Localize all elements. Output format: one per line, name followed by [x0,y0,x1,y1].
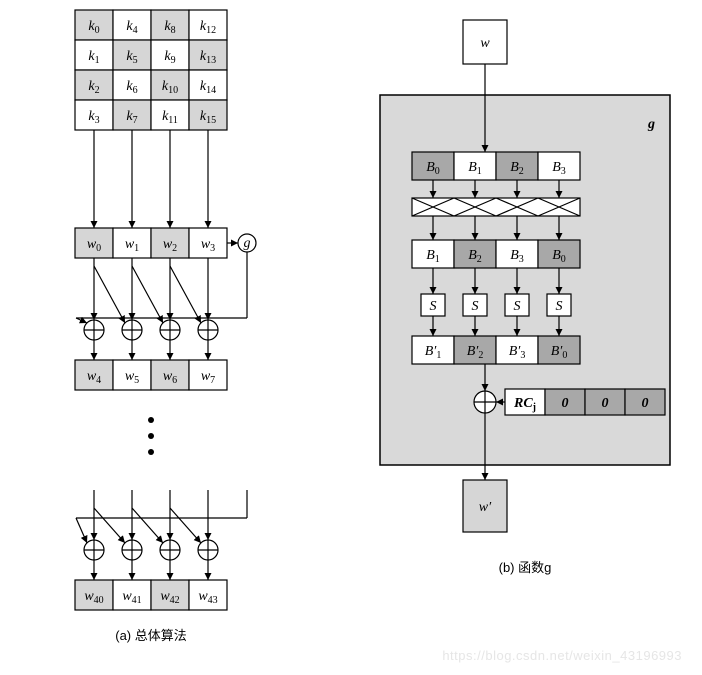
caption-a: (a) 总体算法 [115,628,187,643]
svg-text:0: 0 [562,396,569,411]
svg-text:0: 0 [602,396,609,411]
caption-b: (b) 函数g [499,560,552,575]
svg-text:g: g [244,236,251,251]
svg-text:S: S [556,299,563,314]
ellipsis-dot [148,449,154,455]
svg-text:S: S [430,299,437,314]
svg-text:RCj: RCj [513,396,536,413]
ellipsis-dot [148,417,154,423]
svg-text:S: S [472,299,479,314]
svg-text:S: S [514,299,521,314]
shuffle-box [412,198,580,216]
g-panel-label: g [647,117,655,132]
svg-text:0: 0 [642,396,649,411]
diagram-canvas: k0k4k8k12k1k5k9k13k2k6k10k14k3k7k11k15w0… [0,0,702,675]
ellipsis-dot [148,433,154,439]
svg-text:w′: w′ [479,500,492,515]
svg-text:w: w [480,36,490,51]
